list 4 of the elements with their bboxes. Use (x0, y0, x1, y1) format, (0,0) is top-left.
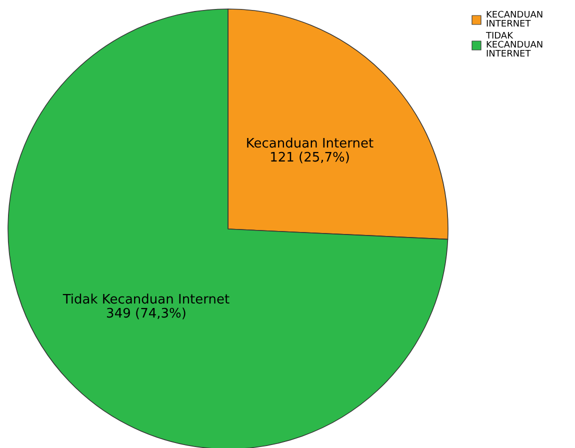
data-label: Kecanduan Internet 121 (25,7%) (246, 136, 374, 166)
legend-label: TIDAK KECANDUAN INTERNET (485, 32, 546, 60)
legend-label: KECANDUAN INTERNET (486, 10, 546, 30)
data-label: Tidak Kecanduan Internet 349 (74,3%) (62, 292, 230, 322)
